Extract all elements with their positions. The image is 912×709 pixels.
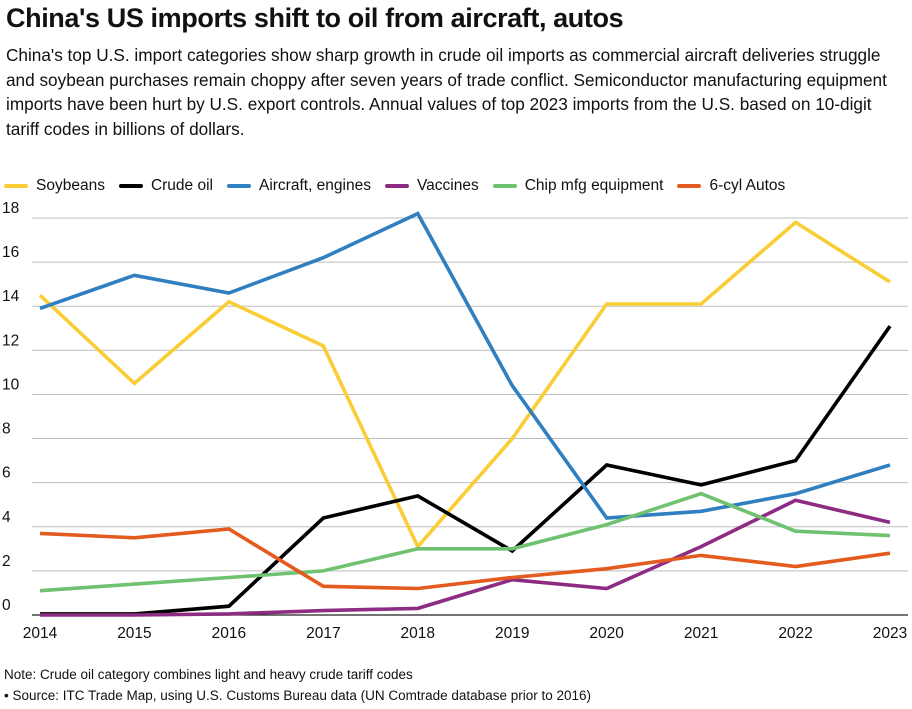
x-tick-label: 2015 bbox=[117, 625, 151, 642]
legend-label: Aircraft, engines bbox=[258, 177, 371, 194]
legend-item-vaccines: Vaccines bbox=[384, 177, 479, 195]
legend-label: 6-cyl Autos bbox=[709, 177, 786, 194]
y-tick-label: 16 bbox=[2, 244, 19, 261]
legend-swatch bbox=[4, 184, 28, 188]
legend-label: Crude oil bbox=[150, 177, 213, 194]
legend-label: Vaccines bbox=[416, 177, 479, 194]
x-tick-label: 2017 bbox=[306, 625, 340, 642]
x-tick-label: 2020 bbox=[589, 625, 624, 642]
y-tick-label: 18 bbox=[2, 200, 19, 217]
series-line-6-cyl-autos bbox=[39, 527, 891, 591]
line-chart: 0 2 4 6 8 10 12 14 16 18 2014 2015 2016 2017 2018 2019 2… bbox=[2, 200, 908, 642]
legend-label: Soybeans bbox=[36, 177, 105, 194]
legend-item-aircraft-engines: Aircraft, engines bbox=[226, 177, 371, 195]
series-line-soybeans bbox=[38, 220, 891, 550]
x-tick-label: 2014 bbox=[23, 625, 58, 642]
y-tick-label: 2 bbox=[2, 553, 11, 570]
y-tick-label: 14 bbox=[2, 288, 20, 305]
y-tick-label: 6 bbox=[2, 465, 11, 482]
legend-item-chip-mfg-equipment: Chip mfg equipment bbox=[492, 177, 664, 195]
series-line-crude-oil bbox=[40, 325, 892, 616]
y-tick-label: 8 bbox=[2, 421, 11, 438]
series-line-chip-mfg-equipment bbox=[39, 491, 891, 593]
x-tick-label: 2023 bbox=[873, 625, 907, 642]
legend-swatch bbox=[226, 184, 251, 188]
x-tick-label: 2018 bbox=[401, 625, 435, 642]
y-tick-label: 0 bbox=[2, 597, 11, 614]
x-tick-label: 2016 bbox=[212, 625, 246, 642]
x-tick-label: 2021 bbox=[684, 625, 718, 642]
y-tick-label: 10 bbox=[2, 376, 20, 393]
x-tick-label: 2019 bbox=[495, 625, 529, 642]
legend-swatch bbox=[492, 184, 517, 188]
legend-item-6-cyl-autos: 6-cyl Autos bbox=[677, 177, 785, 195]
y-tick-label: 12 bbox=[2, 332, 19, 349]
legend-label: Chip mfg equipment bbox=[524, 177, 664, 194]
chart-title: China's US imports shift to oil from air… bbox=[6, 3, 624, 33]
legend-item-crude-oil: Crude oil bbox=[118, 177, 213, 195]
y-tick-label: 4 bbox=[2, 509, 11, 526]
series-line-aircraft-engines bbox=[39, 211, 891, 520]
chart-legend: Soybeans Crude oil Aircraft, engines Vaccin… bbox=[4, 175, 799, 197]
legend-swatch bbox=[384, 184, 409, 188]
x-tick-label: 2022 bbox=[778, 625, 812, 642]
legend-swatch bbox=[118, 184, 143, 188]
footnote: Note: Crude oil category combines light … bbox=[4, 667, 413, 682]
series-line-vaccines bbox=[40, 498, 891, 617]
chart-subtitle: China's top U.S. import categories show … bbox=[6, 45, 887, 139]
legend-swatch bbox=[677, 184, 702, 188]
source-note: • Source: ITC Trade Map, using U.S. Cust… bbox=[4, 688, 591, 703]
legend-item-soybeans: Soybeans bbox=[4, 177, 105, 195]
